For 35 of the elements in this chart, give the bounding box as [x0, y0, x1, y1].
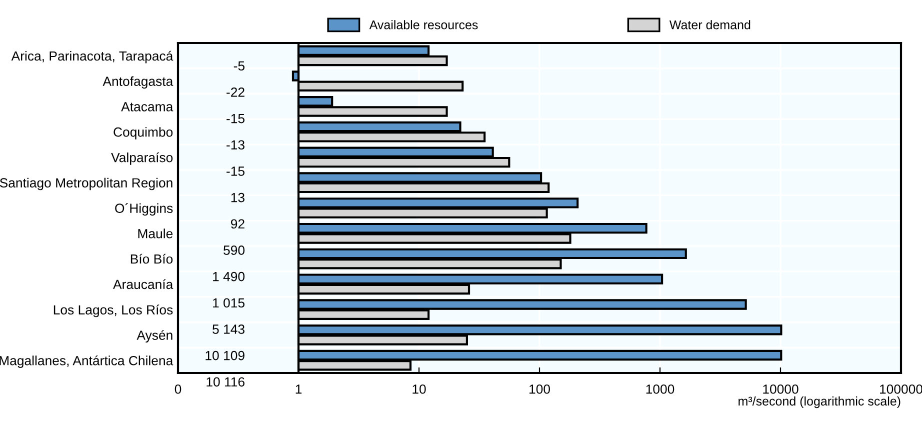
x-tick-label: 0 — [174, 384, 182, 394]
annotation: -15 — [226, 114, 244, 124]
y-tick-label: Araucanía — [113, 279, 174, 290]
y-tick-label: Magallanes, Antártica Chilena — [0, 355, 174, 368]
text: 10 116 — [206, 377, 244, 387]
x-tick-label: 100 — [530, 384, 550, 394]
annotation: 590 — [224, 246, 245, 255]
legend-label: Available resources — [369, 20, 478, 30]
annotation: 13 — [231, 192, 244, 202]
annotation: 5 143 — [212, 324, 244, 334]
annotation: 1 015 — [213, 298, 244, 308]
y-tick-label: Bío Bío — [130, 254, 173, 264]
y-tick-label: Coquimbo — [114, 127, 173, 140]
annotation: 92 — [230, 219, 244, 229]
x-axis-title: m³/second (logarithmic scale) — [738, 396, 900, 408]
y-tick-label: Atacama — [121, 102, 174, 112]
x-tick-label: 1 — [296, 384, 302, 394]
y-tick-label: Los Lagos, Los Ríos — [54, 304, 173, 318]
annotation: -22 — [226, 88, 244, 97]
x-tick-label: 10000 — [763, 384, 798, 394]
annotation: 10 109 — [206, 350, 244, 360]
y-tick-label: Aysén — [136, 330, 172, 343]
annotation: -5 — [234, 61, 244, 71]
y-tick-label: Santiago Metropolitan Region — [0, 178, 172, 190]
y-tick-label: Maule — [138, 228, 173, 238]
legend-label: Water demand — [669, 20, 750, 30]
x-tick-label: 10 — [412, 384, 426, 394]
y-tick-label: O´Higgins — [115, 203, 173, 216]
annotation: -15 — [226, 166, 244, 176]
y-tick-label: Arica, Parinacota, Tarapacá — [11, 50, 174, 64]
y-tick-label: Valparaíso — [111, 152, 173, 165]
annotation: -13 — [226, 140, 244, 150]
y-tick-label: Antofagasta — [102, 76, 174, 89]
x-tick-label: 1000 — [646, 384, 674, 394]
annotation: 1 490 — [213, 272, 245, 282]
